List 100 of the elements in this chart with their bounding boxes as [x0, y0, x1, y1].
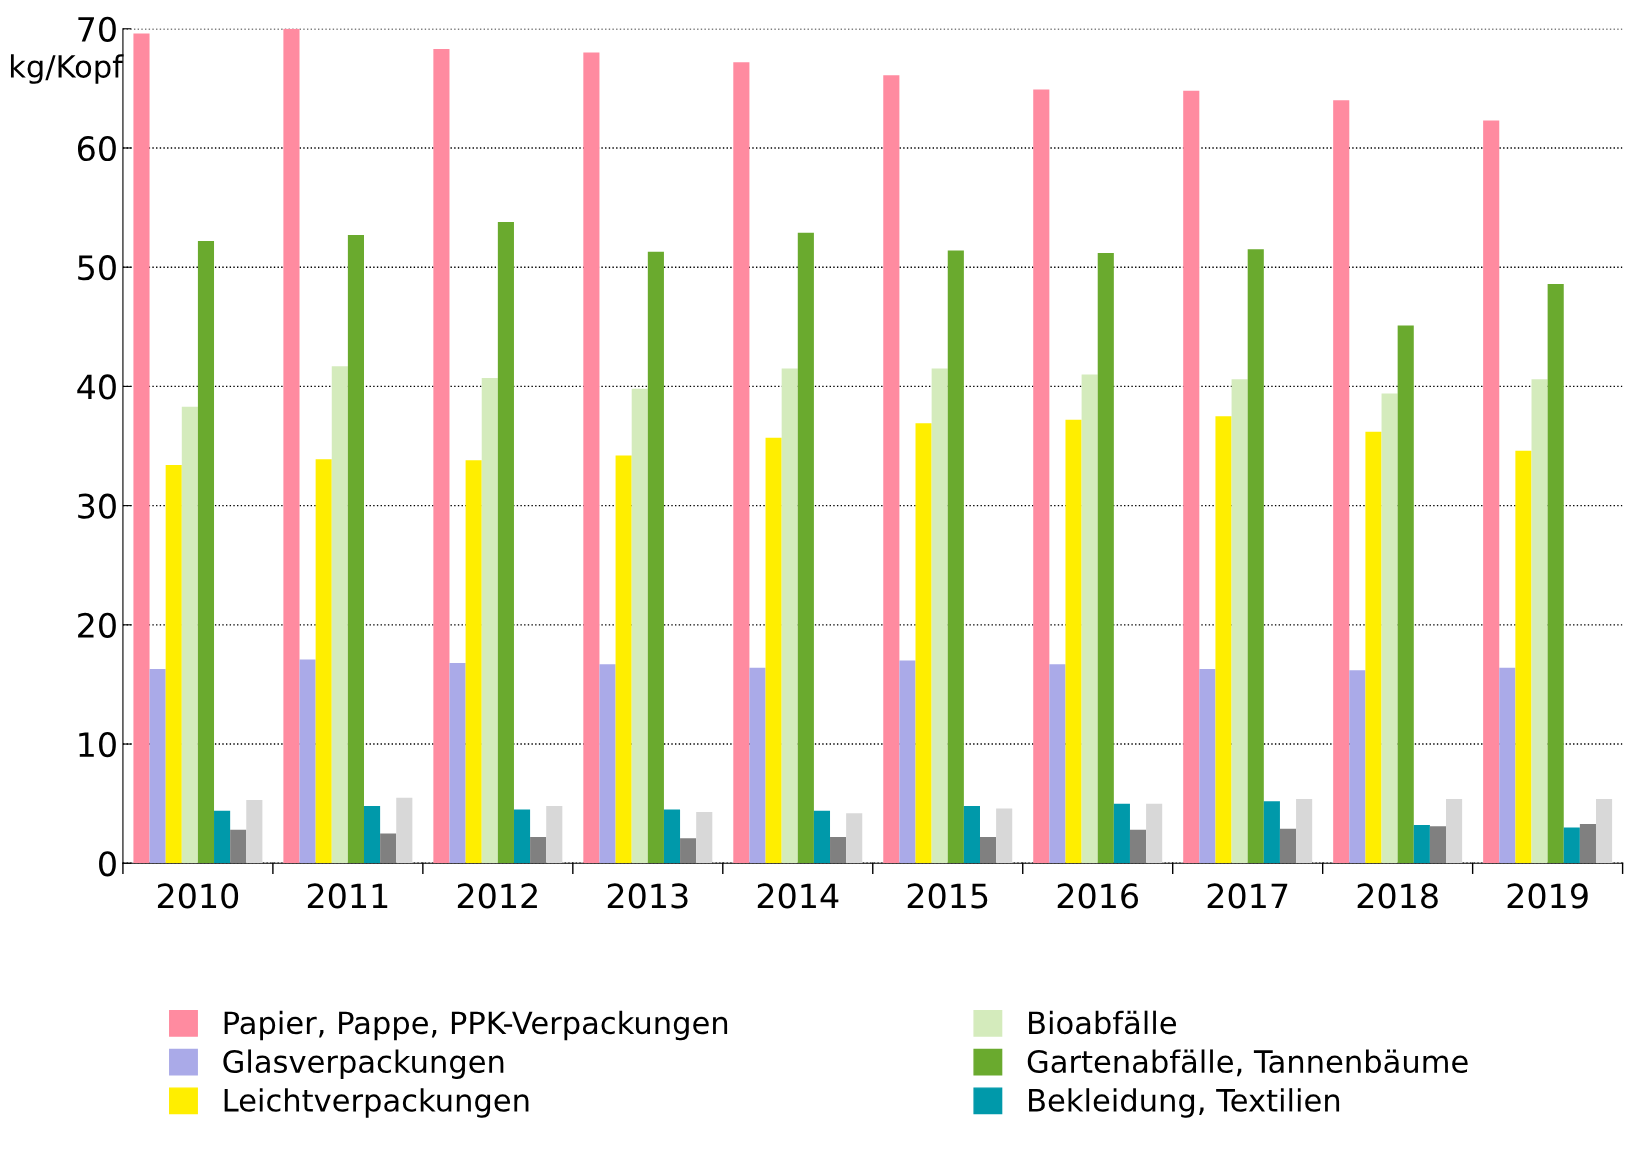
bar — [583, 52, 600, 864]
bar — [1113, 803, 1130, 864]
bar — [931, 368, 948, 864]
bar — [331, 366, 348, 864]
bar — [1531, 379, 1548, 864]
bar — [647, 251, 664, 864]
bar — [315, 459, 332, 864]
legend-label: Glasverpackungen — [223, 1049, 504, 1079]
bar — [1579, 823, 1596, 864]
bar — [1563, 827, 1580, 864]
y-tick-label: 40 — [77, 374, 116, 400]
bar — [1499, 667, 1516, 864]
bar — [1595, 798, 1613, 864]
bar — [1333, 100, 1350, 864]
bar — [347, 235, 364, 864]
bar — [165, 465, 182, 864]
bar — [299, 659, 316, 864]
bar — [1365, 431, 1382, 864]
y-tick-label: 10 — [79, 731, 116, 758]
bar — [465, 460, 482, 864]
x-tick-label: 2013 — [607, 883, 688, 909]
bar — [1247, 249, 1264, 864]
bar — [513, 809, 531, 864]
y-tick-label: 30 — [78, 493, 116, 519]
x-tick-label: 2011 — [307, 883, 388, 909]
bar — [1146, 803, 1163, 864]
legend-label: Leichtverpackungen — [224, 1088, 529, 1118]
bar — [230, 829, 247, 864]
x-tick-label: 2014 — [757, 883, 839, 909]
bar — [680, 838, 697, 864]
bar — [1349, 670, 1366, 864]
bar — [1263, 801, 1280, 864]
bar — [1413, 825, 1430, 864]
x-tick-label: 2019 — [1507, 883, 1588, 909]
bar — [133, 33, 150, 864]
bar — [481, 378, 498, 864]
bar — [765, 437, 782, 864]
x-tick-label: 2010 — [157, 883, 239, 909]
bar — [883, 75, 900, 864]
bar — [947, 250, 964, 864]
bar — [749, 667, 766, 864]
bar — [915, 423, 932, 864]
bar — [1429, 826, 1447, 864]
bar — [197, 240, 215, 864]
bar — [980, 837, 997, 864]
bar — [1231, 379, 1248, 864]
bar — [963, 806, 980, 864]
y-tick-label: 0 — [99, 851, 116, 877]
bar — [1547, 283, 1564, 864]
bar — [663, 809, 681, 864]
bar — [1065, 419, 1082, 864]
bar — [1033, 89, 1050, 864]
bar — [1129, 829, 1147, 864]
legend-label: Papier, Pappe, PPK-Verpackungen — [224, 1010, 728, 1041]
bar — [1296, 798, 1313, 864]
bar — [433, 49, 450, 864]
bar — [1049, 664, 1066, 864]
bar — [449, 662, 466, 864]
bar — [631, 388, 648, 864]
bar — [497, 221, 514, 864]
bar — [246, 800, 263, 864]
x-tick-label: 2018 — [1357, 883, 1438, 909]
bar — [364, 806, 381, 864]
bar — [396, 797, 413, 864]
bar — [546, 806, 563, 864]
bar — [797, 232, 814, 864]
bar — [380, 833, 397, 864]
bar — [149, 668, 166, 864]
x-tick-label: 2017 — [1207, 883, 1288, 909]
bar — [1397, 325, 1414, 864]
bar — [181, 406, 198, 864]
y-tick-label: 20 — [78, 612, 116, 638]
bar — [1381, 393, 1398, 864]
bar — [899, 660, 916, 864]
bar — [1081, 374, 1098, 864]
bar — [846, 813, 863, 864]
bar — [1097, 252, 1114, 864]
bar — [214, 810, 231, 864]
bar — [1215, 416, 1232, 864]
legend-label: Bekleidung, Textilien — [1029, 1088, 1340, 1118]
bar — [696, 811, 713, 864]
bar — [599, 664, 616, 864]
bar — [1483, 120, 1500, 864]
bar — [813, 810, 831, 864]
legend-label: Bioabfälle — [1029, 1010, 1176, 1035]
y-tick-label: 50 — [78, 255, 116, 281]
bar — [1446, 798, 1463, 864]
bar — [1199, 668, 1216, 864]
bar — [1279, 828, 1297, 864]
x-tick-label: 2012 — [457, 883, 537, 909]
bar — [733, 62, 750, 864]
bar — [996, 808, 1013, 864]
y-tick-label: 70 — [78, 16, 116, 42]
y-tick-label: 60 — [77, 135, 116, 162]
x-tick-label: 2016 — [1057, 883, 1139, 909]
bar — [1515, 450, 1532, 864]
bar — [1183, 90, 1200, 864]
bar — [283, 28, 300, 864]
x-tick-label: 2015 — [907, 883, 988, 909]
bar — [530, 837, 547, 864]
